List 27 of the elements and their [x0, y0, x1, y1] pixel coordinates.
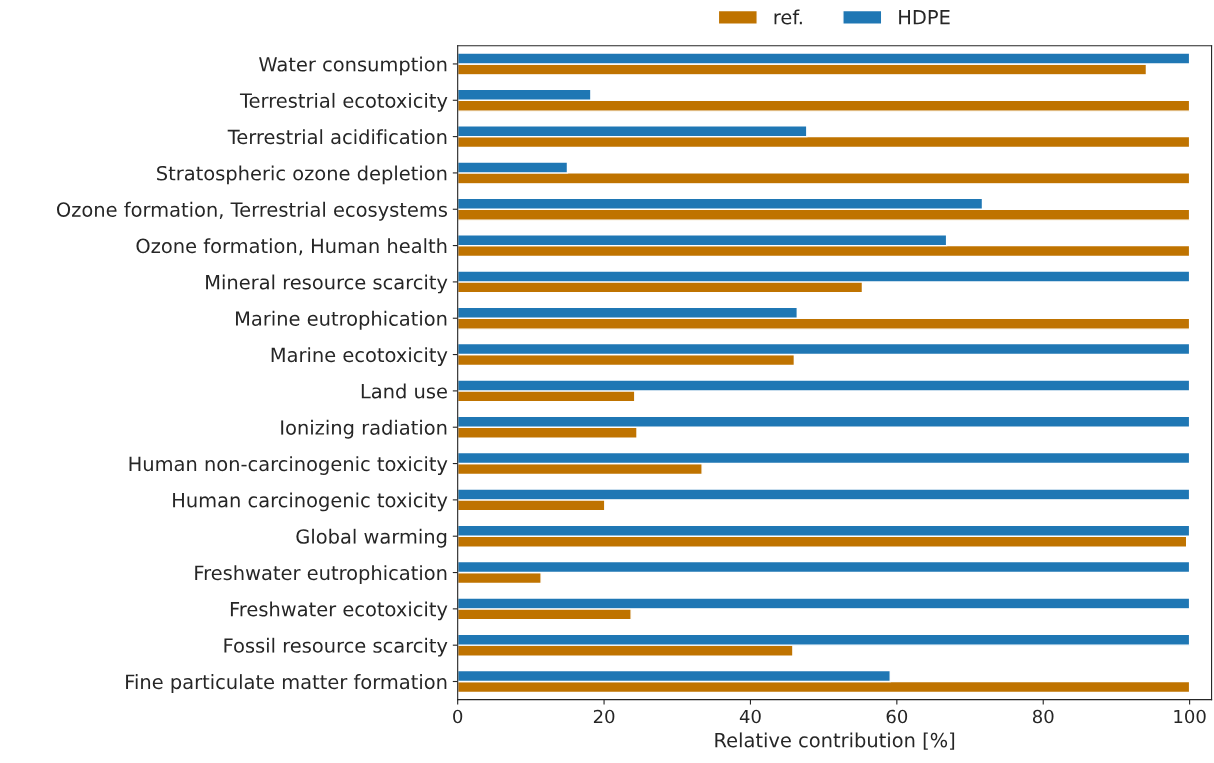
y-tick-label: Fine particulate matter formation: [126, 674, 447, 693]
y-tick-label: Stratospheric ozone depletion: [157, 165, 447, 185]
x-tick-label: 40: [739, 709, 761, 724]
y-tick-label: Global warming: [296, 528, 447, 548]
x-tick-label: 20: [593, 709, 615, 724]
y-tick-label: Terrestrial acidification: [227, 129, 447, 145]
x-tick-label: 60: [886, 709, 908, 724]
y-tick-label: Marine eutrophication: [236, 310, 447, 330]
y-tick-label: Human carcinogenic toxicity: [173, 492, 448, 512]
y-tick-label: Human non-carcinogenic toxicity: [129, 456, 448, 475]
y-tick-label: Ozone formation, Human health: [136, 238, 447, 256]
x-tick-label: 0: [453, 709, 463, 724]
y-tick-label: Freshwater ecotoxicity: [230, 601, 448, 621]
y-tick-label: Water consumption: [259, 56, 447, 76]
y-tick-label: Marine ecotoxicity: [271, 347, 448, 366]
x-tick-label: 80: [1032, 709, 1054, 724]
y-tick-label: Fossil resource scarcity: [224, 637, 448, 657]
legend-label: ref.: [774, 9, 802, 25]
legend-label: HDPE: [899, 10, 950, 25]
y-tick-label: Terrestrial ecotoxicity: [239, 92, 448, 112]
y-tick-label: Land use: [361, 383, 447, 399]
y-tick-label: Ionizing radiation: [281, 419, 447, 439]
x-tick-label: 100: [1174, 709, 1206, 724]
x-axis-title: Relative contribution [%]: [715, 732, 955, 750]
y-tick-label: Freshwater eutrophication: [195, 565, 447, 584]
y-tick-label: Mineral resource scarcity: [206, 274, 448, 294]
y-tick-label: Ozone formation, Terrestrial ecosystems: [56, 201, 448, 221]
